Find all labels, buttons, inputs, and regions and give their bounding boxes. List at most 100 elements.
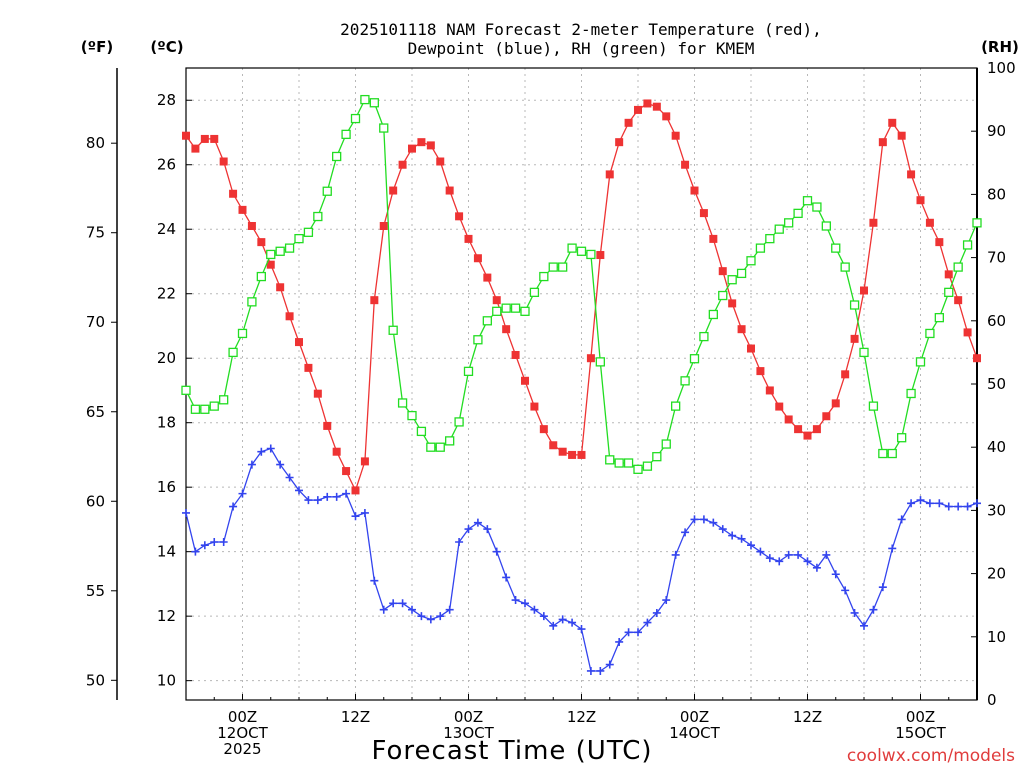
rh-point xyxy=(944,287,954,298)
x-tick-label: 00Z xyxy=(228,708,257,726)
celsius-unit-label: (ºC) xyxy=(150,38,183,56)
celsius-tick-label: 24 xyxy=(157,220,176,238)
dewpoint-point xyxy=(860,621,868,630)
rh-point xyxy=(680,376,690,386)
dewpoint-point xyxy=(238,489,247,498)
temperature-point xyxy=(455,212,464,221)
dewpoint-point xyxy=(709,518,718,527)
temperature-point xyxy=(360,457,369,466)
temperature-point xyxy=(615,138,624,147)
rh-point xyxy=(303,227,314,237)
temperature-point xyxy=(389,186,398,195)
temperature-point xyxy=(351,486,360,495)
rh-point xyxy=(397,398,408,408)
rh-point xyxy=(784,218,794,228)
dewpoint-point xyxy=(408,605,416,614)
fahrenheit-unit-label: (ºF) xyxy=(81,38,113,56)
x-tick-label: 00Z xyxy=(906,708,935,726)
x-tick-label: 00Z xyxy=(680,708,709,726)
temperature-point xyxy=(831,399,840,408)
dewpoint-point xyxy=(539,612,548,621)
temperature-point xyxy=(954,296,963,305)
x-tick-label: 13OCT xyxy=(443,724,494,742)
rh-point xyxy=(228,347,238,358)
temperature-point xyxy=(925,218,934,227)
dewpoint-point xyxy=(954,502,963,511)
dewpoint-point xyxy=(445,605,454,614)
dewpoint-point xyxy=(784,550,793,559)
rh-point xyxy=(200,404,210,414)
rh-point xyxy=(831,243,841,253)
temperature-point xyxy=(860,286,868,295)
rh-point xyxy=(369,98,379,108)
dewpoint-point xyxy=(247,460,256,469)
rh-point xyxy=(284,243,295,253)
temperature-point xyxy=(897,131,906,140)
rh-tick-label: 70 xyxy=(987,249,1006,267)
dewpoint-point xyxy=(577,625,586,634)
rh-point xyxy=(379,123,389,133)
rh-tick-label: 50 xyxy=(987,375,1006,393)
rh-point xyxy=(388,325,398,335)
temperature-point xyxy=(229,189,238,198)
temperature-point xyxy=(238,205,247,214)
temperature-point xyxy=(191,144,200,153)
temperature-point xyxy=(756,367,765,376)
celsius-tick-label: 12 xyxy=(157,607,176,625)
celsius-tick-label: 26 xyxy=(157,156,176,174)
temperature-point xyxy=(935,238,944,247)
rh-point xyxy=(793,208,803,219)
x-tick-label: 14OCT xyxy=(669,724,720,742)
rh-point xyxy=(586,249,596,260)
dewpoint-point xyxy=(229,502,238,511)
temperature-point xyxy=(784,415,793,424)
x-tick-label: 12Z xyxy=(341,708,370,726)
rh-point xyxy=(595,357,605,367)
rh-point xyxy=(605,455,615,465)
x-tick-label: 15OCT xyxy=(895,724,946,742)
temperature-point xyxy=(313,389,322,398)
temperature-point xyxy=(558,447,567,456)
dewpoint-point xyxy=(728,531,737,540)
dewpoint-point xyxy=(558,615,567,624)
dewpoint-point xyxy=(831,570,840,579)
dewpoint-line xyxy=(185,447,978,672)
temperature-point xyxy=(586,354,595,363)
rh-point xyxy=(492,306,502,316)
dewpoint-point xyxy=(822,550,831,559)
fahrenheit-tick-label: 55 xyxy=(86,582,105,600)
fahrenheit-tick-label: 70 xyxy=(86,313,105,331)
rh-tick-label: 0 xyxy=(987,691,997,709)
dewpoint-point xyxy=(473,518,482,527)
rh-tick-label: 10 xyxy=(987,628,1006,646)
dewpoint-point xyxy=(963,502,972,511)
dewpoint-point xyxy=(417,612,426,621)
celsius-tick-label: 16 xyxy=(157,478,176,496)
dewpoint-point xyxy=(643,618,652,627)
dewpoint-point xyxy=(370,576,379,585)
rh-point xyxy=(840,262,850,272)
temperature-point xyxy=(605,170,614,179)
dewpoint-point xyxy=(671,550,680,559)
rh-point xyxy=(247,297,257,307)
temperature-point xyxy=(652,102,661,111)
rh-point xyxy=(765,233,775,244)
dewpoint-point xyxy=(464,525,473,534)
rh-point xyxy=(332,151,342,162)
dewpoint-point xyxy=(549,621,558,630)
temperature-point xyxy=(850,334,859,343)
rh-point xyxy=(219,395,229,405)
dewpoint-point xyxy=(295,486,303,495)
rh-point xyxy=(407,410,417,421)
temperature-point xyxy=(285,312,294,321)
series-dewpoint xyxy=(182,444,981,675)
rh-tick-label: 90 xyxy=(987,122,1006,140)
rh-tick-label: 40 xyxy=(987,438,1006,456)
rh-point xyxy=(802,196,813,206)
rh-point xyxy=(953,262,963,272)
dewpoint-point xyxy=(455,538,464,546)
dewpoint-point xyxy=(973,499,981,508)
temperature-point xyxy=(822,412,831,421)
dewpoint-point xyxy=(907,499,916,508)
rh-point xyxy=(689,354,700,364)
